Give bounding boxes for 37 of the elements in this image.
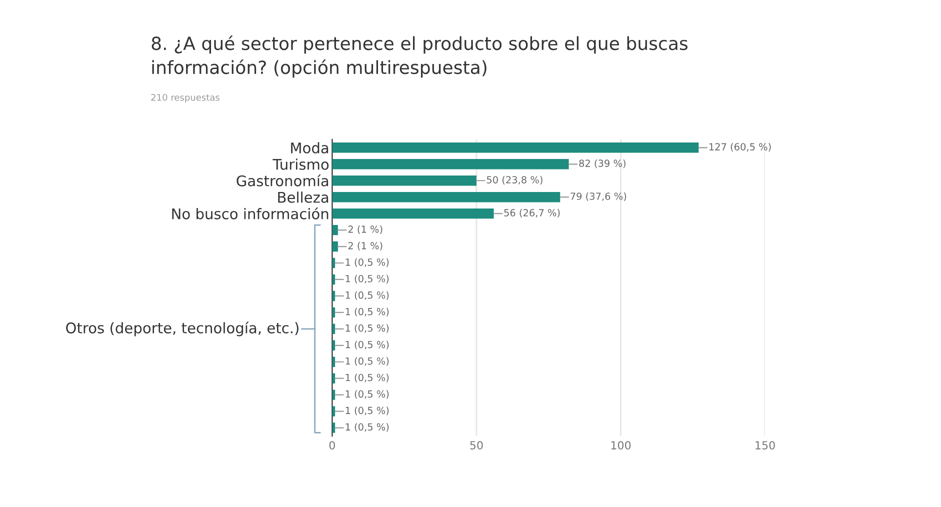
x-tick-label: 150	[756, 441, 775, 450]
bar	[332, 224, 338, 236]
data-label: 1 (0,5 %)	[346, 423, 389, 432]
text: Otros (deporte, tecnología, etc.)	[66, 322, 298, 336]
data-label: 1 (0,5 %)	[346, 258, 389, 267]
data-label: 1 (0,5 %)	[346, 406, 389, 416]
data-label: 1 (0,5 %)	[346, 324, 389, 333]
data-label: 1 (0,5 %)	[346, 340, 389, 350]
bar	[332, 142, 699, 153]
data-label: 1 (0,5 %)	[346, 274, 389, 284]
data-label: 1 (0,5 %)	[346, 390, 389, 399]
data-label: 50 (23,8 %)	[486, 176, 542, 185]
text: 210 respuestas	[151, 94, 220, 103]
bar	[332, 241, 338, 252]
data-label: 79 (37,6 %)	[570, 192, 626, 202]
x-tick-label: 50	[470, 441, 483, 450]
data-label: 2 (1 %)	[348, 242, 382, 250]
x-tick-label: 0	[329, 441, 335, 450]
data-label: 1 (0,5 %)	[346, 374, 389, 382]
y-tick-label: No busco información	[172, 207, 328, 220]
x-tick-label: 100	[611, 441, 631, 450]
y-tick-label: Turismo	[272, 158, 329, 170]
y-tick-label: Belleza	[278, 192, 328, 203]
bar	[332, 159, 569, 170]
y-tick-label: Moda	[291, 142, 328, 154]
y-tick-label: Gastronomía	[236, 174, 328, 186]
data-label: 1 (0,5 %)	[346, 357, 389, 366]
bar	[332, 192, 560, 202]
bar	[332, 208, 494, 219]
data-label: 56 (26,7 %)	[504, 208, 560, 218]
data-label: 127 (60,5 %)	[709, 142, 771, 152]
data-label: 1 (0,5 %)	[346, 308, 389, 316]
data-label: 82 (39 %)	[579, 159, 626, 168]
data-label: 2 (1 %)	[348, 225, 382, 234]
data-label: 1 (0,5 %)	[346, 291, 389, 300]
bar	[332, 176, 476, 186]
chart-title: 8. ¿A qué sector pertenece el producto sobre el que buscas información? (opción multirespuesta)	[152, 35, 688, 78]
